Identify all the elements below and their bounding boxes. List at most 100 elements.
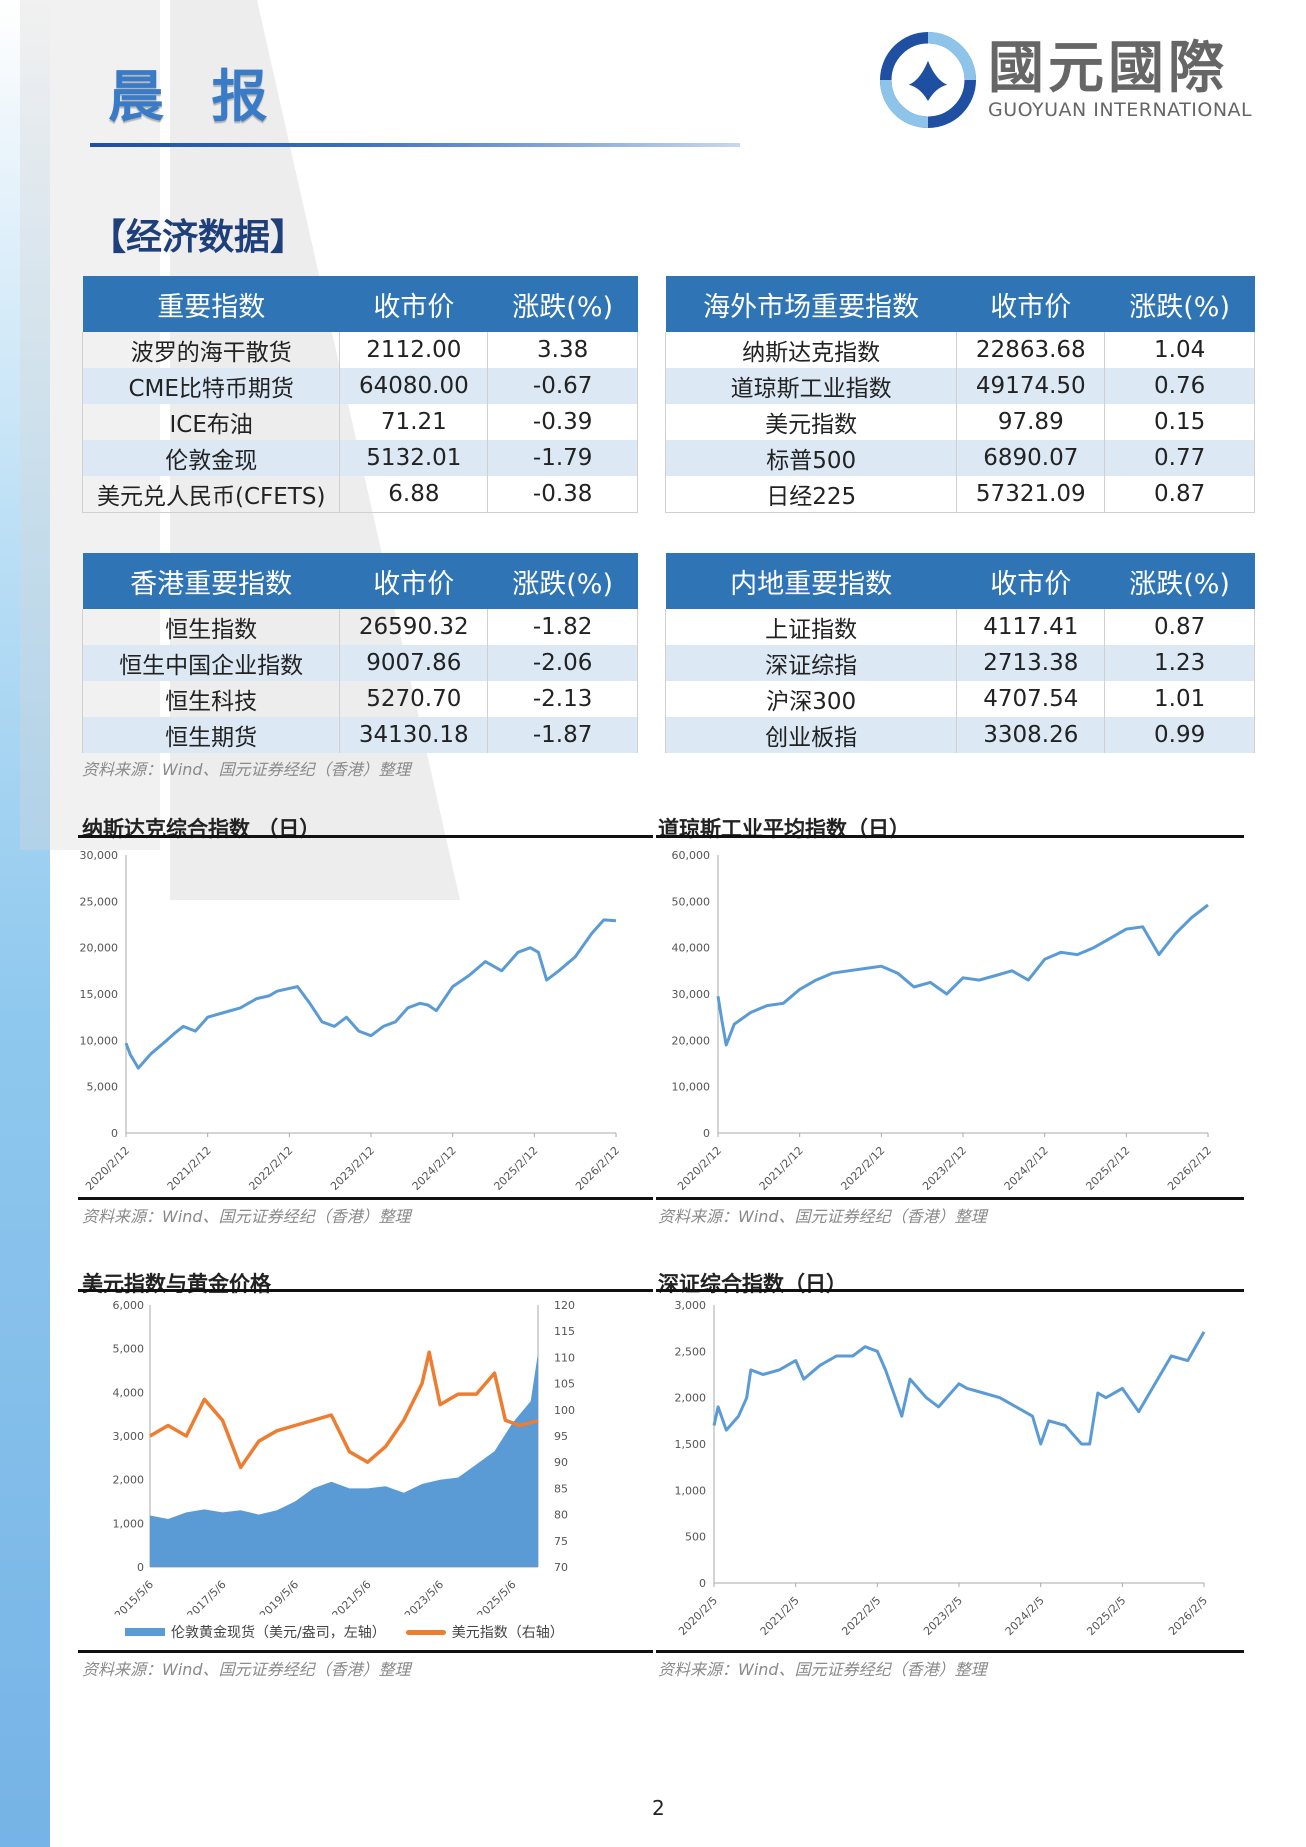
svg-text:30,000: 30,000: [80, 849, 119, 862]
close-price: 5132.01: [339, 440, 489, 476]
column-header: 重要指数: [82, 276, 340, 332]
table-row: CME比特币期货 64080.00 -0.67: [81, 368, 638, 404]
logo-english-name: GUOYUAN INTERNATIONAL: [988, 99, 1253, 121]
svg-text:15,000: 15,000: [80, 988, 119, 1001]
index-name: 沪深300: [664, 681, 958, 717]
svg-text:0: 0: [137, 1561, 144, 1574]
column-header: 香港重要指数: [82, 553, 340, 609]
svg-text:2020/2/12: 2020/2/12: [83, 1144, 132, 1193]
table-row: 沪深300 4707.54 1.01: [664, 681, 1255, 717]
close-price: 22863.68: [956, 332, 1106, 368]
legend-swatch-usd: [405, 1629, 446, 1635]
column-header: 收市价: [339, 276, 488, 332]
svg-text:2,500: 2,500: [675, 1345, 707, 1358]
svg-text:70: 70: [554, 1561, 568, 1574]
index-name: 恒生指数: [81, 609, 341, 645]
svg-text:100: 100: [554, 1404, 575, 1417]
change-pct: 1.04: [1104, 332, 1255, 368]
chart-divider: [656, 1289, 1244, 1292]
svg-text:500: 500: [685, 1531, 706, 1544]
svg-text:25,000: 25,000: [80, 895, 119, 908]
svg-text:2021/2/12: 2021/2/12: [757, 1144, 806, 1193]
index-name: 伦敦金现: [81, 440, 341, 476]
header-divider: [90, 143, 740, 147]
close-price: 5270.70: [339, 681, 489, 717]
overseas-indices-table: 海外市场重要指数 收市价 涨跌(%) 纳斯达克指数 22863.68 1.04 …: [664, 276, 1255, 513]
svg-text:2023/5/6: 2023/5/6: [402, 1578, 446, 1615]
svg-text:80: 80: [554, 1509, 568, 1522]
change-pct: 3.38: [487, 332, 638, 368]
change-pct: -1.79: [487, 440, 638, 476]
change-pct: 1.01: [1104, 681, 1255, 717]
svg-text:50,000: 50,000: [672, 895, 711, 908]
svg-text:2024/2/12: 2024/2/12: [1002, 1144, 1051, 1193]
source-note: 资料来源：Wind、国元证券经纪（香港）整理: [82, 760, 411, 779]
table-header: 海外市场重要指数 收市价 涨跌(%): [665, 276, 1255, 332]
table-header: 内地重要指数 收市价 涨跌(%): [665, 553, 1255, 609]
legend-swatch-gold: [125, 1628, 165, 1636]
change-pct: 0.15: [1104, 404, 1255, 440]
index-name: 道琼斯工业指数: [664, 368, 958, 404]
change-pct: -1.82: [487, 609, 638, 645]
nasdaq-line-chart: 0 5,000 10,000 15,000 20,000 25,000 30,000 2020…: [80, 849, 623, 1193]
table-row: 深证综指 2713.38 1.23: [664, 645, 1255, 681]
chart-divider: [656, 1650, 1244, 1653]
table-row: 恒生科技 5270.70 -2.13: [81, 681, 638, 717]
svg-text:2021/5/6: 2021/5/6: [330, 1578, 374, 1615]
change-pct: 0.87: [1104, 609, 1255, 645]
svg-text:2024/2/5: 2024/2/5: [1003, 1594, 1047, 1638]
change-pct: -0.67: [487, 368, 638, 404]
svg-text:1,000: 1,000: [675, 1484, 707, 1497]
svg-text:2019/5/6: 2019/5/6: [257, 1578, 301, 1615]
page-number: 2: [652, 1796, 665, 1820]
close-price: 4117.41: [956, 609, 1106, 645]
svg-text:5,000: 5,000: [113, 1343, 145, 1356]
change-pct: 1.23: [1104, 645, 1255, 681]
index-name: 恒生期货: [81, 717, 341, 753]
svg-text:2022/2/12: 2022/2/12: [246, 1144, 295, 1193]
logo-chinese-name: 國元國際: [988, 36, 1228, 101]
index-name: 深证综指: [664, 645, 958, 681]
svg-text:2025/2/12: 2025/2/12: [1083, 1144, 1132, 1193]
close-price: 34130.18: [339, 717, 489, 753]
change-pct: -2.06: [487, 645, 638, 681]
svg-text:2026/2/12: 2026/2/12: [1165, 1144, 1214, 1193]
change-pct: 0.77: [1104, 440, 1255, 476]
table-row: 美元指数 97.89 0.15: [664, 404, 1255, 440]
report-title: 晨 报: [108, 65, 282, 130]
hk-indices-table: 香港重要指数 收市价 涨跌(%) 恒生指数 26590.32 -1.82 恒生中…: [81, 553, 638, 753]
table-row: 道琼斯工业指数 49174.50 0.76: [664, 368, 1255, 404]
change-pct: -1.87: [487, 717, 638, 753]
index-name: 标普500: [664, 440, 958, 476]
index-name: 上证指数: [664, 609, 958, 645]
svg-text:2025/2/12: 2025/2/12: [491, 1144, 540, 1193]
svg-text:3,000: 3,000: [675, 1299, 707, 1312]
svg-text:105: 105: [554, 1378, 575, 1391]
table-row: 美元兑人民币(CFETS) 6.88 -0.38: [81, 476, 638, 513]
source-note: 资料来源：Wind、国元证券经纪（香港）整理: [658, 1207, 987, 1226]
column-header: 涨跌(%): [487, 553, 638, 609]
column-header: 海外市场重要指数: [665, 276, 957, 332]
table-row: 波罗的海干散货 2112.00 3.38: [81, 332, 638, 368]
column-header: 内地重要指数: [665, 553, 957, 609]
table-header: 重要指数 收市价 涨跌(%): [82, 276, 638, 332]
svg-text:2021/2/12: 2021/2/12: [165, 1144, 214, 1193]
index-name: 日经225: [664, 476, 958, 513]
close-price: 4707.54: [956, 681, 1106, 717]
svg-text:90: 90: [554, 1456, 568, 1469]
close-price: 6890.07: [956, 440, 1106, 476]
svg-text:110: 110: [554, 1351, 575, 1364]
index-name: 美元兑人民币(CFETS): [81, 476, 341, 513]
table-row: 上证指数 4117.41 0.87: [664, 609, 1255, 645]
svg-text:20,000: 20,000: [80, 942, 119, 955]
column-header: 收市价: [339, 553, 488, 609]
company-logo: 國元國際 GUOYUAN INTERNATIONAL: [880, 30, 1260, 130]
svg-text:1,000: 1,000: [113, 1517, 145, 1530]
close-price: 49174.50: [956, 368, 1106, 404]
legend-label-usd: 美元指数（右轴）: [451, 1625, 564, 1641]
svg-text:2023/2/12: 2023/2/12: [920, 1144, 969, 1193]
chart-legend: 伦敦黄金现货（美元/盎司，左轴） 美元指数（右轴）: [125, 1622, 564, 1642]
szse-line-chart: 0 500 1,000 1,500 2,000 2,500 3,000 2020/2/5 202…: [675, 1299, 1211, 1638]
svg-text:3,000: 3,000: [113, 1430, 145, 1443]
svg-text:2020/2/5: 2020/2/5: [676, 1594, 720, 1638]
